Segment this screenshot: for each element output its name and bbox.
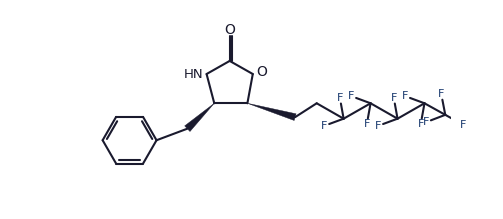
Text: F: F (402, 91, 408, 101)
Text: F: F (438, 89, 445, 99)
Text: F: F (337, 93, 343, 103)
Text: F: F (364, 119, 370, 129)
Text: F: F (460, 120, 467, 130)
Text: F: F (348, 91, 354, 101)
Text: O: O (224, 23, 235, 37)
Text: F: F (423, 117, 429, 127)
Text: F: F (375, 121, 381, 131)
Polygon shape (185, 103, 214, 131)
Text: F: F (417, 119, 424, 129)
Text: HN: HN (184, 67, 203, 81)
Text: F: F (321, 121, 327, 131)
Text: F: F (391, 93, 397, 103)
Text: O: O (256, 65, 267, 79)
Polygon shape (247, 103, 296, 120)
